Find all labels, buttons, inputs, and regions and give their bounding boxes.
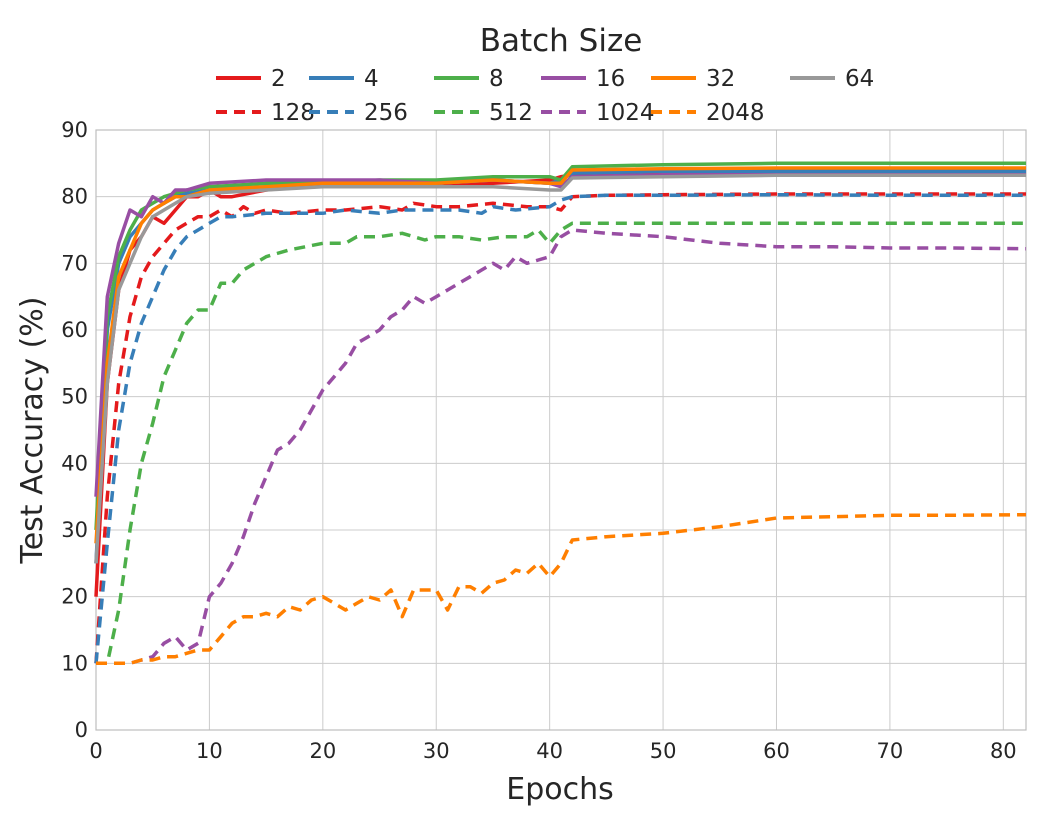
y-tick-label: 80 [61,185,88,209]
x-tick-label: 40 [536,739,563,763]
x-tick-label: 30 [423,739,450,763]
legend-label-512: 512 [489,100,533,126]
tick-labels: 0 10 20 30 40 50 60 70 80 90 0 10 20 30 40 50 60 70 80 [61,118,1016,763]
legend-label-256: 256 [364,100,408,126]
series-line-1024 [96,228,1027,666]
y-tick-label: 30 [61,518,88,542]
series-line-64 [94,173,1026,564]
series-line-2048 [96,512,1027,666]
y-tick-label: 20 [61,585,88,609]
x-tick-label: 50 [650,739,677,763]
y-tick-label: 50 [61,385,88,409]
x-tick-label: 20 [309,739,336,763]
y-tick-label: 60 [61,318,88,342]
x-tick-label: 70 [877,739,904,763]
series-layer [94,161,1027,666]
y-tick-label: 0 [75,718,88,742]
legend-label-8: 8 [489,66,504,92]
series-line-32 [94,166,1026,544]
x-axis-label: Epochs [506,772,614,807]
x-tick-label: 10 [196,739,223,763]
legend-label-2048: 2048 [706,100,765,126]
plot-frame [95,129,1027,731]
legend: 2 4 8 16 32 64 128 256 512 1024 2048 [216,66,874,126]
y-tick-label: 40 [61,451,88,475]
x-tick-label: 80 [990,739,1017,763]
x-tick-label: 0 [89,739,102,763]
legend-title: Batch Size [480,23,643,59]
legend-label-32: 32 [706,66,735,92]
legend-label-64: 64 [845,66,874,92]
legend-label-128: 128 [271,100,315,126]
x-tick-label: 60 [763,739,790,763]
legend-label-2: 2 [271,66,286,92]
series-line-128 [94,192,1026,664]
legend-label-16: 16 [596,66,625,92]
legend-label-4: 4 [364,66,379,92]
y-tick-label: 70 [61,251,88,275]
series-line-256 [94,192,1026,664]
legend-label-1024: 1024 [596,100,655,126]
y-tick-label: 90 [61,118,88,142]
y-axis-label: Test Accuracy (%) [15,296,50,564]
y-tick-label: 10 [61,651,88,675]
